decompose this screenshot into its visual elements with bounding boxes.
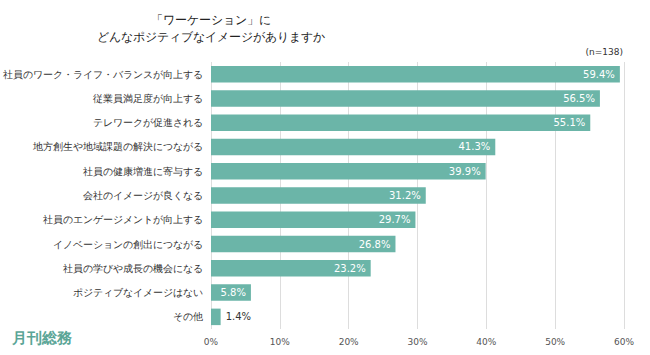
- svg-text:(n=138): (n=138): [586, 47, 623, 57]
- svg-text:20%: 20%: [339, 337, 359, 347]
- svg-text:1.4%: 1.4%: [226, 311, 251, 322]
- svg-text:60%: 60%: [614, 337, 634, 347]
- svg-text:10%: 10%: [270, 337, 290, 347]
- svg-text:イノベーションの創出につながる: イノベーションの創出につながる: [53, 239, 203, 250]
- svg-text:39.9%: 39.9%: [449, 166, 481, 177]
- svg-text:地方創生や地域課題の解決につながる: 地方創生や地域課題の解決につながる: [32, 141, 203, 152]
- svg-text:月刊総務: 月刊総務: [11, 329, 73, 347]
- svg-text:0%: 0%: [204, 337, 219, 347]
- svg-text:ポジティブなイメージはない: ポジティブなイメージはない: [73, 287, 203, 298]
- svg-text:26.8%: 26.8%: [359, 239, 391, 250]
- svg-text:社員のエンゲージメントが向上する: 社員のエンゲージメントが向上する: [43, 214, 203, 225]
- svg-text:テレワークが促進される: テレワークが促進される: [93, 117, 203, 128]
- svg-text:社員の健康増進に寄与する: 社員の健康増進に寄与する: [83, 166, 203, 177]
- svg-text:どんなポジティブなイメージがありますか: どんなポジティブなイメージがありますか: [97, 30, 325, 44]
- svg-text:56.5%: 56.5%: [563, 93, 595, 104]
- svg-text:31.2%: 31.2%: [389, 190, 421, 201]
- svg-text:会社のイメージが良くなる: 会社のイメージが良くなる: [83, 190, 203, 201]
- svg-text:従業員満足度が向上する: 従業員満足度が向上する: [93, 93, 203, 104]
- svg-text:社員のワーク・ライフ・バランスが向上する: 社員のワーク・ライフ・バランスが向上する: [3, 69, 203, 80]
- svg-text:59.4%: 59.4%: [583, 69, 615, 80]
- svg-text:5.8%: 5.8%: [221, 287, 246, 298]
- svg-text:41.3%: 41.3%: [459, 141, 491, 152]
- svg-text:23.2%: 23.2%: [334, 263, 366, 274]
- svg-text:29.7%: 29.7%: [379, 214, 411, 225]
- svg-text:社員の学びや成長の機会になる: 社員の学びや成長の機会になる: [63, 263, 203, 274]
- svg-text:40%: 40%: [476, 337, 496, 347]
- svg-text:その他: その他: [173, 311, 203, 322]
- svg-text:30%: 30%: [407, 337, 427, 347]
- svg-text:50%: 50%: [545, 337, 565, 347]
- svg-text:55.1%: 55.1%: [553, 117, 585, 128]
- svg-text:「ワーケーション」に: 「ワーケーション」に: [151, 13, 271, 27]
